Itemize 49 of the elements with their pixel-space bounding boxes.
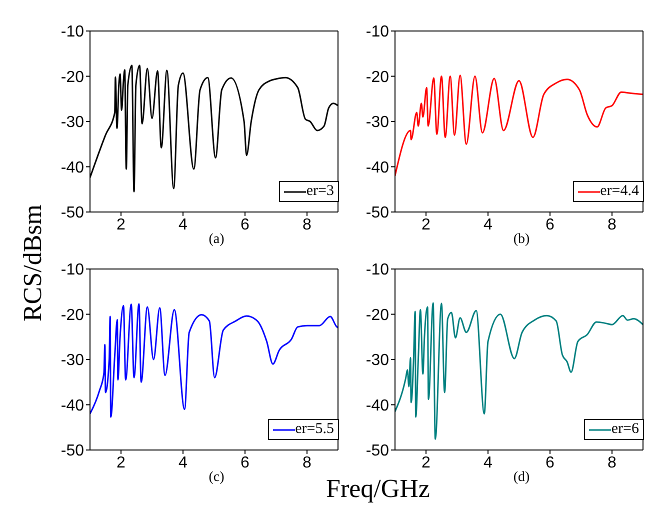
y-tick-label: -10 xyxy=(366,24,390,41)
y-tick-label: -20 xyxy=(366,306,390,324)
x-tick-label: 4 xyxy=(484,454,493,472)
y-tick-label: -50 xyxy=(60,442,84,460)
y-tick-label: -40 xyxy=(366,159,390,176)
x-tick-label: 8 xyxy=(608,454,617,472)
legend-label: er=6 xyxy=(611,421,639,438)
text: (a) xyxy=(208,232,226,248)
x-tick-label: 6 xyxy=(546,454,555,472)
x-tick-label: 6 xyxy=(240,216,250,234)
y-tick-label: -40 xyxy=(60,159,84,176)
y-tick-label: -20 xyxy=(366,68,390,86)
y-tick-label: -30 xyxy=(366,114,390,132)
x-tick-label: 8 xyxy=(608,216,617,234)
x-tick-label: 2 xyxy=(116,454,126,472)
y-tick-label: -20 xyxy=(60,68,84,86)
x-tick-label: 6 xyxy=(240,454,250,472)
y-tick-label: -30 xyxy=(60,352,84,370)
text: (b) xyxy=(512,232,531,248)
y-tick-label: -20 xyxy=(60,306,84,324)
x-axis-title: Freq/GHz xyxy=(325,474,431,504)
text: (d) xyxy=(513,470,530,485)
y-tick-label: -50 xyxy=(366,442,390,460)
text: (c) xyxy=(208,470,224,485)
x-tick-label: 4 xyxy=(484,216,493,234)
x-tick-label: 2 xyxy=(422,216,431,234)
legend-label: er=5.5 xyxy=(295,421,334,438)
y-tick-label: -10 xyxy=(366,262,390,279)
y-axis-title: RCS/dBsm xyxy=(18,203,48,324)
y-tick-label: -30 xyxy=(366,352,390,370)
line-series xyxy=(395,302,643,440)
x-tick-label: 2 xyxy=(422,454,431,472)
x-tick-label: 8 xyxy=(302,216,312,234)
x-tick-label: 6 xyxy=(546,216,555,234)
y-tick-label: -10 xyxy=(60,262,84,279)
x-tick-label: 4 xyxy=(178,216,188,234)
y-tick-label: -10 xyxy=(60,24,84,41)
y-tick-label: -30 xyxy=(60,114,84,132)
legend-label: er=3 xyxy=(306,183,334,200)
y-tick-label: -40 xyxy=(366,397,390,414)
legend-label: er=4.4 xyxy=(600,183,639,200)
line-series xyxy=(90,303,338,418)
x-tick-label: 4 xyxy=(178,454,188,472)
x-tick-label: 2 xyxy=(116,216,126,234)
y-tick-label: -50 xyxy=(60,204,84,222)
y-tick-label: -50 xyxy=(366,204,390,222)
x-tick-label: 8 xyxy=(302,454,312,472)
y-tick-label: -40 xyxy=(60,397,84,414)
line-series xyxy=(395,74,643,177)
